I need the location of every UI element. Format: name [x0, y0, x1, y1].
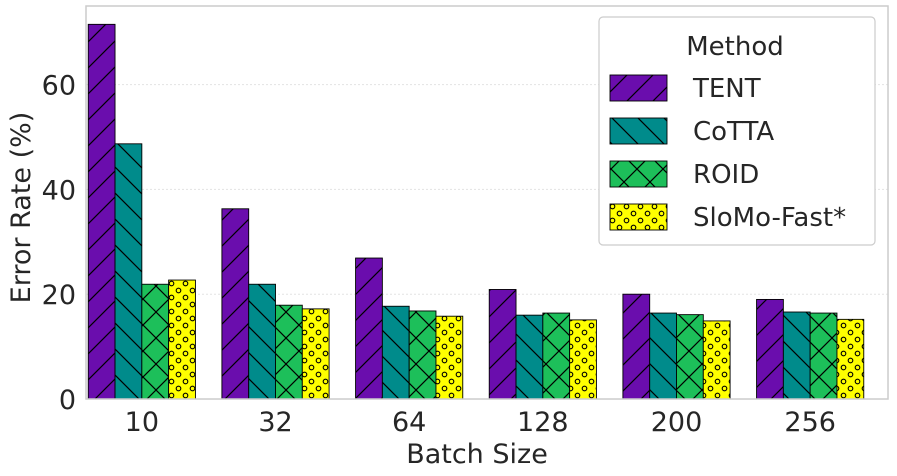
y-axis-label: Error Rate (%) — [6, 112, 37, 304]
bar-roid-64 — [408, 310, 437, 400]
y-tick-label: 20 — [42, 280, 76, 311]
bar-cotta-64 — [381, 305, 410, 400]
legend-item: CoTTA — [609, 117, 774, 147]
bar-tent-32 — [221, 208, 250, 400]
bar-roid-32 — [275, 304, 303, 400]
x-tick-label: 32 — [258, 407, 292, 438]
bar-slomo-fast--64 — [435, 315, 464, 400]
legend-title: Method — [686, 32, 784, 62]
x-tick-label: 256 — [784, 407, 836, 438]
legend-label: SloMo-Fast* — [693, 203, 846, 233]
bar-cotta-128 — [515, 314, 544, 400]
bar-tent-200 — [622, 293, 651, 400]
legend-label: ROID — [693, 160, 759, 190]
y-tick-label: 40 — [42, 175, 76, 206]
x-tick-label: 10 — [125, 407, 159, 438]
legend-swatch — [609, 117, 668, 145]
bar-roid-200 — [676, 314, 704, 400]
bar-tent-64 — [355, 257, 383, 400]
legend-item: SloMo-Fast* — [609, 203, 846, 233]
legend-swatch — [609, 74, 668, 102]
legend-item: TENT — [609, 74, 761, 104]
bar-slomo-fast--32 — [301, 308, 330, 400]
x-axis-label: Batch Size — [406, 439, 548, 470]
plot-frame — [85, 5, 889, 400]
y-tick-label: 60 — [42, 71, 76, 102]
x-tick-label: 128 — [517, 407, 569, 438]
bar-cotta-32 — [248, 283, 276, 400]
legend-swatch — [609, 160, 668, 188]
bar-cotta-10 — [114, 143, 143, 400]
legend-swatch — [609, 203, 668, 231]
bar-roid-256 — [809, 312, 838, 400]
x-tick-labels: 10 32 64 128 200 256 — [125, 407, 836, 438]
bar-slomo-fast--256 — [836, 318, 865, 400]
bar-slomo-fast--10 — [168, 279, 196, 400]
bar-slomo-fast--128 — [569, 319, 597, 400]
y-tick-label: 0 — [59, 385, 76, 416]
bar-roid-10 — [141, 283, 170, 400]
legend-item: ROID — [609, 160, 759, 190]
legend-label: CoTTA — [693, 117, 774, 147]
bars — [87, 23, 865, 400]
bar-roid-128 — [542, 312, 571, 400]
bar-tent-256 — [756, 298, 784, 400]
bar-tent-10 — [87, 23, 116, 400]
bar-slomo-fast--200 — [702, 320, 731, 400]
y-tick-labels: 0 20 40 60 — [42, 71, 76, 416]
x-tick-label: 200 — [651, 407, 703, 438]
bar-cotta-256 — [782, 311, 811, 400]
x-tick-label: 64 — [392, 407, 426, 438]
bar-tent-128 — [488, 289, 517, 400]
legend: Method TENT CoTTA ROID SloMo-Fast* — [598, 16, 876, 246]
legend-box — [598, 16, 876, 246]
bar-cotta-200 — [649, 312, 677, 400]
legend-label: TENT — [692, 74, 761, 104]
